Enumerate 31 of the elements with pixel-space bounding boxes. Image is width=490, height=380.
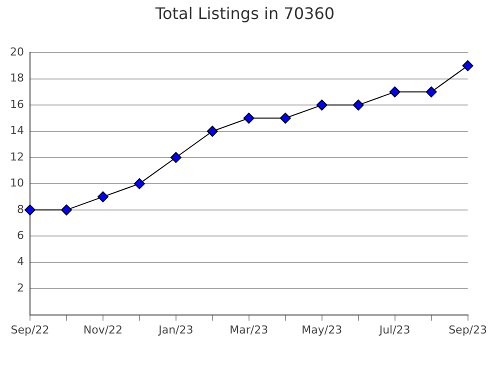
y-tick-label: 4	[16, 255, 24, 268]
y-tick-label: 8	[16, 202, 24, 216]
x-tick-label: Mar/23	[230, 323, 268, 336]
y-tick-label: 12	[10, 150, 24, 164]
point	[462, 60, 474, 72]
point	[316, 100, 328, 111]
y-tick-label: 20	[10, 45, 24, 58]
point	[206, 126, 218, 137]
y-tick-label: 18	[10, 72, 24, 85]
x-tick-label: Jan/23	[158, 323, 194, 336]
point	[389, 86, 400, 98]
x-tick-label: Jul/23	[378, 323, 410, 336]
y-tick-label: 10	[10, 176, 24, 190]
x-tick-label: Sep/22	[10, 323, 50, 336]
x-tick-label: May/23	[302, 323, 342, 336]
point	[352, 100, 364, 111]
y-tick-label: 14	[10, 124, 24, 138]
point	[170, 152, 182, 163]
chart-title: Total Listings in 70360	[154, 4, 336, 23]
y-tick-label: 16	[10, 98, 24, 111]
point	[426, 86, 437, 98]
point	[24, 204, 36, 216]
x-tick-label: Nov/22	[83, 323, 123, 336]
y-tick-label: 6	[16, 229, 24, 242]
point	[134, 178, 145, 190]
point	[97, 191, 108, 202]
point	[60, 204, 72, 216]
x-tick-label: Sep/23	[448, 323, 487, 336]
point	[243, 112, 254, 124]
y-tick-label: 2	[16, 281, 24, 294]
point	[280, 112, 291, 124]
